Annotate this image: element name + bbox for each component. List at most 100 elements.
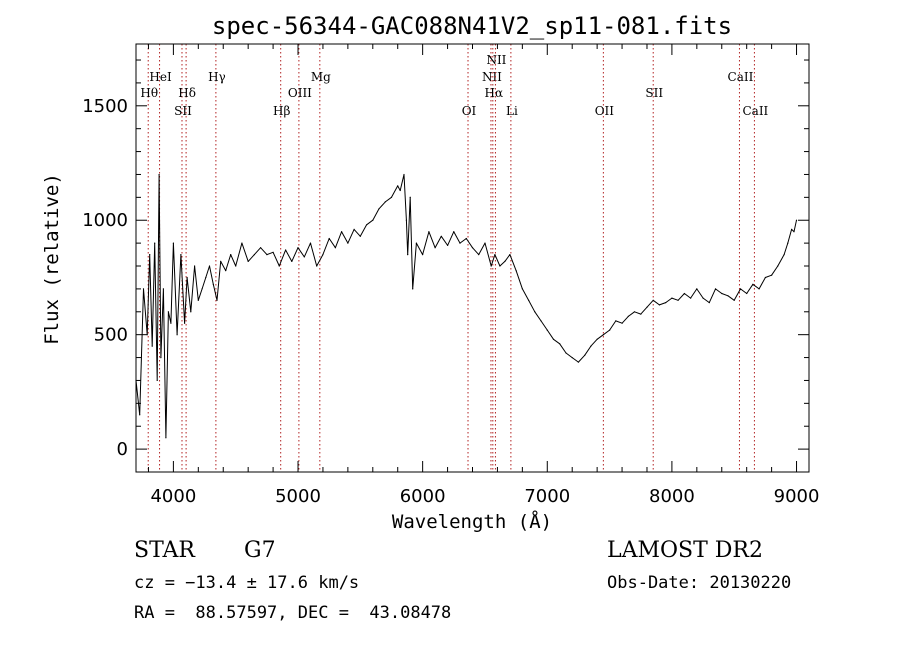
data-point (621, 322, 623, 324)
data-point (190, 311, 192, 313)
y-tick-label: 1000 (82, 210, 128, 231)
data-point (253, 254, 255, 256)
data-point (702, 297, 704, 299)
data-point (465, 237, 467, 240)
y-tick-label: 0 (117, 439, 128, 460)
data-point (552, 338, 555, 340)
chart-title: spec-56344-GAC088N41V2_sp11-081.fits (212, 12, 732, 40)
data-point (278, 265, 280, 267)
x-tick-label: 9000 (774, 486, 820, 507)
marker-label-3: Hδ (178, 86, 196, 100)
data-point (397, 185, 399, 187)
marker-label-15: CaII (728, 70, 754, 84)
marker-label-2: SII (174, 104, 192, 118)
data-point (652, 299, 654, 301)
survey-label: LAMOST DR2 (607, 538, 763, 563)
data-point (484, 242, 486, 244)
data-point (172, 242, 174, 244)
data-point (412, 288, 414, 290)
data-point (633, 311, 636, 313)
marker-label-9: NII (482, 70, 502, 84)
data-point (646, 306, 648, 308)
data-point (640, 313, 642, 315)
marker-label-8: OI (462, 104, 477, 118)
data-point (596, 338, 598, 340)
data-point (372, 219, 374, 221)
data-point (201, 288, 203, 290)
data-point (758, 288, 760, 290)
data-point (428, 231, 430, 233)
data-point (225, 270, 227, 272)
data-point (471, 247, 474, 249)
data-point (721, 292, 723, 295)
object-subclass: G7 (244, 538, 276, 563)
marker-label-0: Hθ (140, 86, 158, 100)
data-point (208, 265, 211, 267)
data-point (777, 265, 779, 267)
x-tick-label: 6000 (400, 486, 446, 507)
data-point (440, 235, 442, 237)
data-point (186, 276, 188, 279)
marker-label-12: Li (506, 104, 518, 118)
data-point (378, 208, 380, 210)
data-point (359, 235, 361, 237)
data-point (149, 254, 151, 256)
data-point (459, 242, 461, 244)
data-point (509, 254, 511, 256)
data-point (158, 173, 160, 176)
data-point (677, 299, 679, 301)
data-point (170, 322, 172, 324)
data-point (764, 276, 767, 279)
data-point (787, 242, 789, 244)
data-point (154, 242, 156, 244)
marker-label-6: OIII (288, 86, 312, 100)
data-point (714, 288, 717, 290)
marker-label-10: Hα (485, 86, 504, 100)
data-point (590, 345, 592, 347)
data-point (696, 288, 698, 290)
data-point (733, 299, 735, 301)
data-point (602, 334, 605, 336)
data-point (184, 322, 186, 324)
data-point (341, 231, 343, 233)
data-point (565, 352, 567, 354)
marker-label-7: Mg (311, 70, 331, 84)
data-point (194, 265, 196, 267)
marker-label-5: Hβ (273, 104, 290, 118)
data-point (447, 244, 449, 246)
y-tick-label: 500 (94, 325, 128, 346)
data-point (515, 270, 517, 272)
data-point (197, 299, 199, 301)
axes: 4000 5000 6000 7000 8000 9000 0 500 1000 1500 (82, 44, 819, 507)
data-point (627, 315, 629, 317)
x-tick-label: 5000 (275, 486, 321, 507)
data-point (783, 254, 785, 256)
data-point (746, 292, 748, 295)
data-point (205, 276, 207, 279)
data-point (266, 254, 268, 256)
data-point (499, 265, 501, 267)
marker-label-4: Hγ (208, 70, 226, 84)
marker-label-11: NII (486, 53, 506, 67)
data-point (534, 311, 536, 313)
data-point (771, 274, 773, 276)
data-point (328, 237, 330, 240)
data-point (504, 260, 506, 262)
data-point (384, 201, 386, 203)
marker-label-13: OII (595, 104, 615, 118)
marker-label-1: HeI (149, 70, 172, 84)
data-point (546, 329, 548, 331)
data-point (235, 265, 237, 267)
data-point (165, 437, 167, 439)
data-point (353, 228, 355, 230)
data-point (571, 357, 573, 359)
data-point (752, 283, 754, 285)
data-point (272, 251, 274, 253)
data-point (584, 354, 586, 356)
data-point (528, 299, 530, 301)
data-point (727, 295, 729, 297)
data-point (521, 288, 524, 290)
data-point (160, 357, 162, 359)
data-point (739, 288, 742, 290)
